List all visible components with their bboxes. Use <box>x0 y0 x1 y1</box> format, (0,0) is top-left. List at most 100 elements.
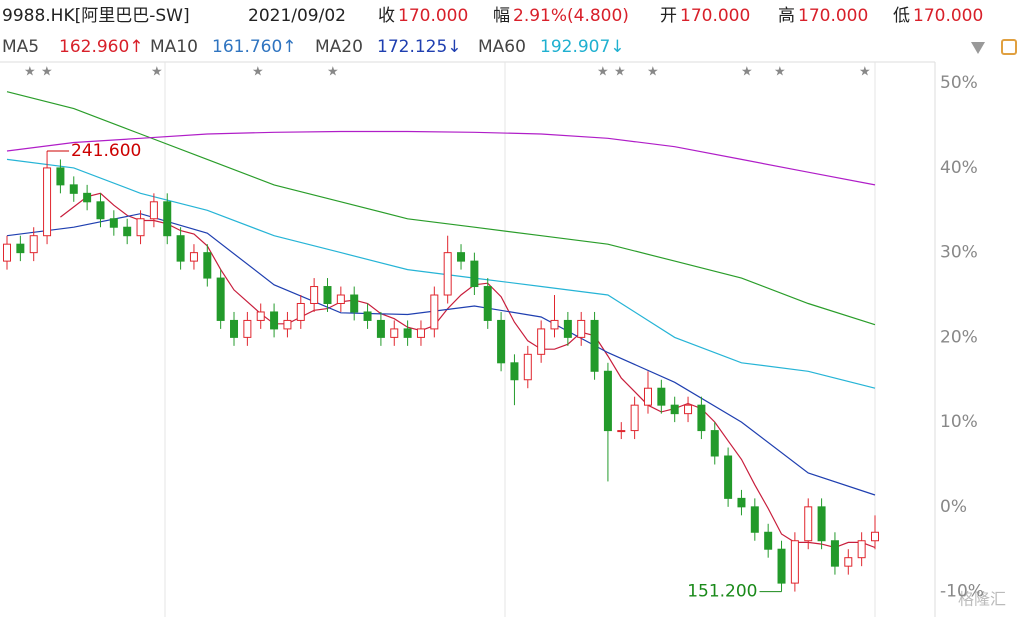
candle-body <box>123 226 132 237</box>
ma-name: MA20 <box>315 37 363 57</box>
field-label: 幅 <box>493 6 510 26</box>
svg-text:★: ★ <box>327 65 339 80</box>
ma-name: MA5 <box>2 37 39 57</box>
event-stars: ★ ★ ★ ★ ★ ★ ★ ★ ★ ★ ★ <box>24 65 871 80</box>
svg-text:★: ★ <box>614 65 626 80</box>
ma-value: 161.760↑ <box>212 37 297 57</box>
ma-name: MA60 <box>478 37 526 57</box>
candle-body <box>710 430 719 457</box>
field-label: 收 <box>378 6 395 26</box>
candle-body <box>844 557 853 567</box>
svg-text:★: ★ <box>741 65 753 80</box>
candle-body <box>724 455 733 499</box>
field-value: 170.000 <box>680 6 750 26</box>
candle-body <box>69 184 78 194</box>
ma-value: 172.125↓ <box>377 37 462 57</box>
candle-body <box>630 404 639 432</box>
ma-name: MA10 <box>150 37 198 57</box>
y-tick-label: 40% <box>940 158 978 178</box>
candle-body <box>323 286 332 304</box>
svg-text:★: ★ <box>774 65 786 80</box>
candle-body <box>163 201 172 237</box>
candle-body <box>256 311 265 321</box>
candle-body <box>270 311 279 330</box>
candle-body <box>670 404 679 415</box>
candle-body <box>470 260 479 288</box>
candle-body <box>550 319 559 330</box>
candle-body <box>737 497 746 508</box>
candle-body <box>336 294 345 304</box>
ma-line <box>60 192 876 549</box>
ma-line <box>6 130 876 186</box>
svg-text:★: ★ <box>859 65 871 80</box>
symbol: 9988.HK[阿里巴巴-SW] <box>2 6 190 26</box>
candle-body <box>203 252 212 279</box>
candle-body <box>296 302 305 321</box>
y-tick-label: 30% <box>940 243 978 263</box>
candle-body <box>83 192 92 203</box>
candle-body <box>603 370 612 432</box>
candle-body <box>817 506 826 542</box>
candle-body <box>376 319 385 338</box>
y-tick-label: -10% <box>940 582 984 602</box>
candle-body <box>510 362 519 381</box>
field-value: 170.000 <box>913 6 983 26</box>
svg-text:★: ★ <box>647 65 659 80</box>
candle-body <box>643 387 652 406</box>
candle-body <box>3 243 11 262</box>
candle-body <box>16 243 25 254</box>
candle-body <box>617 430 626 433</box>
candle-body <box>216 277 225 321</box>
y-tick-label: 50% <box>940 73 978 93</box>
candle-body <box>590 319 599 372</box>
candle-body <box>483 286 492 321</box>
svg-text:★: ★ <box>24 65 36 80</box>
settings-icon[interactable] <box>1001 39 1017 55</box>
candle-body <box>523 353 532 381</box>
candle-body <box>457 252 466 262</box>
svg-text:★: ★ <box>252 65 264 80</box>
ma-line <box>6 158 876 389</box>
watermark: 格隆汇 <box>958 590 1006 609</box>
candle-body <box>243 319 252 338</box>
ma-value: 162.960↑ <box>59 37 144 57</box>
candle-body <box>176 235 185 262</box>
candle-body <box>497 319 506 364</box>
candle-body <box>563 319 572 338</box>
candle-body <box>537 328 546 355</box>
candle-body <box>790 540 799 584</box>
candle-body <box>390 328 399 338</box>
candle-body <box>443 252 452 296</box>
ma-line <box>6 91 876 326</box>
field-label: 低 <box>893 6 910 26</box>
candle-body <box>310 286 319 304</box>
field-value: 170.000 <box>798 6 868 26</box>
candle-body <box>283 319 292 330</box>
y-tick-label: 20% <box>940 327 978 347</box>
candle-body <box>56 167 65 186</box>
svg-text:★: ★ <box>41 65 53 80</box>
candle-body <box>403 328 412 338</box>
candle-body <box>43 167 52 237</box>
candle-body <box>109 218 118 228</box>
field-label: 高 <box>778 6 795 26</box>
candle-body <box>577 319 586 338</box>
ma-value: 192.907↓ <box>540 37 625 57</box>
annotation: 151.200 <box>687 582 757 602</box>
dropdown-icon[interactable] <box>971 42 985 54</box>
candle-body <box>871 531 879 542</box>
candle-body <box>416 328 425 338</box>
candle-body <box>804 506 813 542</box>
candle-body <box>136 218 145 237</box>
svg-text:★: ★ <box>151 65 163 80</box>
candle-body <box>363 311 372 321</box>
candle-body <box>764 531 773 550</box>
candle-body <box>149 201 158 220</box>
annotation: 241.600 <box>71 141 141 161</box>
candle-body <box>350 294 359 313</box>
candle-body <box>189 252 198 262</box>
svg-text:★: ★ <box>597 65 609 80</box>
candle-body <box>230 319 239 338</box>
